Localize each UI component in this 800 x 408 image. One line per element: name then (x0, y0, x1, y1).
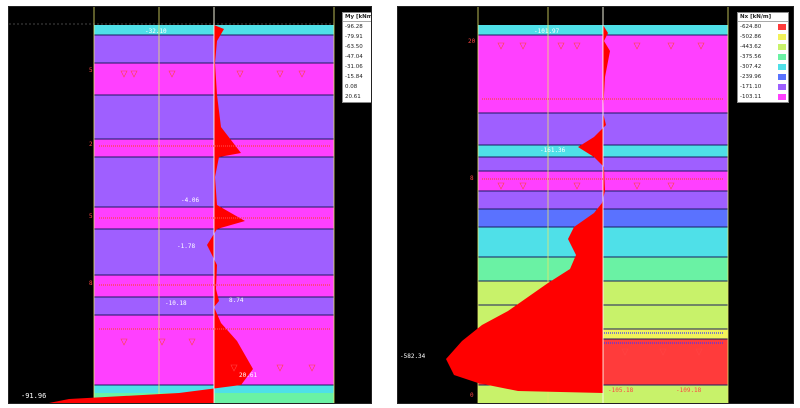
color-legend: My [kNm/m] -96.28 -79.91 -63.50 -47.04 -31.0… (342, 12, 371, 103)
row-label: 0 (470, 392, 474, 399)
legend-row: -63.50 (343, 42, 371, 52)
value-label: 8.74 (229, 297, 244, 304)
legend-value: -47.04 (345, 54, 363, 60)
value-label: -101.97 (534, 28, 560, 35)
legend-row: -96.28 (343, 22, 371, 32)
legend-row: -103.11 (738, 92, 788, 102)
row-label: 8 (89, 280, 93, 287)
legend-row: -47.04 (343, 52, 371, 62)
legend-value: 0.08 (345, 84, 358, 90)
legend-row: 0.08 (343, 82, 371, 92)
value-label: -1.78 (177, 243, 196, 250)
legend-value: -307.42 (740, 64, 762, 70)
value-label: 20.61 (239, 372, 258, 379)
legend-row: -15.84 (343, 72, 371, 82)
legend-value: -79.91 (345, 34, 363, 40)
legend-value: -15.84 (345, 74, 363, 80)
support-markers (120, 70, 316, 372)
legend-swatch (778, 84, 786, 90)
axial-force-canvas (446, 7, 729, 403)
row-label: 20 (468, 38, 476, 45)
row-label: 5 (89, 67, 93, 74)
legend-title: Nx [kN/m] (738, 13, 788, 22)
legend-row: -239.96 (738, 72, 788, 82)
legend-row: -307.42 (738, 62, 788, 72)
legend-title: My [kNm/m] (343, 13, 371, 22)
axial-force-curve (446, 25, 610, 393)
legend-value: -624.80 (740, 24, 762, 30)
legend-value: -502.86 (740, 34, 762, 40)
legend-swatch (778, 64, 786, 70)
legend-row: -443.62 (738, 42, 788, 52)
value-label: -4.06 (181, 197, 200, 204)
legend-value: -171.10 (740, 84, 762, 90)
support-markers (497, 42, 705, 356)
color-legend: Nx [kN/m] -624.80 -502.86 -443.62 -375.56 -3… (737, 12, 789, 103)
legend-swatch (778, 54, 786, 60)
moment-diagram-canvas (9, 7, 335, 403)
legend-swatch (778, 74, 786, 80)
moment-diagram-panel[interactable]: -32.10 5 2 5 8 -4.06 -1.78 8.74 -10.18 2… (8, 6, 372, 404)
value-label: -32.10 (145, 28, 167, 35)
row-label: 8 (470, 175, 474, 182)
legend-value: -103.11 (740, 94, 762, 100)
legend-swatch (778, 94, 786, 100)
legend-value: -375.56 (740, 54, 762, 60)
legend-row: 20.61 (343, 92, 371, 102)
legend-row: -79.91 (343, 32, 371, 42)
value-label: -91.96 (21, 392, 47, 400)
value-label: -105.18 (608, 387, 634, 394)
value-label: -109.18 (676, 387, 702, 394)
legend-row: -31.06 (343, 62, 371, 72)
legend-value: -31.06 (345, 64, 363, 70)
legend-value: -443.62 (740, 44, 762, 50)
legend-value: 20.61 (345, 94, 361, 100)
value-label: -582.34 (400, 353, 426, 360)
value-label: -161.36 (540, 147, 566, 154)
legend-value: -96.28 (345, 24, 363, 30)
legend-swatch (778, 34, 786, 40)
legend-row: -375.56 (738, 52, 788, 62)
value-label: -10.18 (165, 300, 187, 307)
row-label: 5 (89, 213, 93, 220)
legend-value: -63.50 (345, 44, 363, 50)
legend-row: -171.10 (738, 82, 788, 92)
legend-value: -239.96 (740, 74, 762, 80)
row-label: 2 (89, 141, 93, 148)
legend-row: -502.86 (738, 32, 788, 42)
legend-swatch (778, 24, 786, 30)
legend-swatch (778, 44, 786, 50)
axial-force-diagram-panel[interactable]: -101.97 20 8 0 -161.36 -582.34 -105.18 -… (397, 6, 794, 404)
legend-row: -624.80 (738, 22, 788, 32)
